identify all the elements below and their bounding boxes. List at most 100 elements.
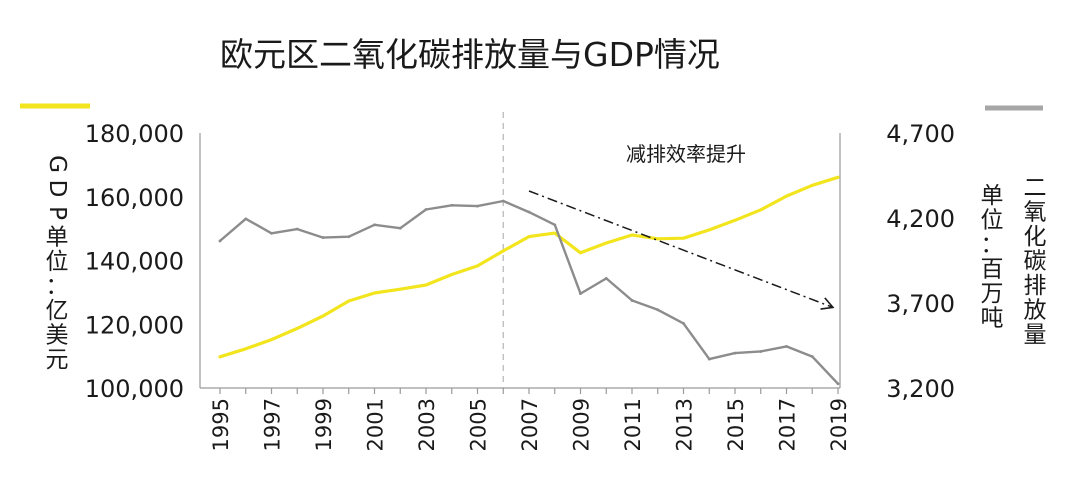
series-point-gdp [759,208,763,212]
series-point-co2 [398,226,402,230]
series-point-gdp [476,264,479,268]
x-tick-label: 2005 [467,398,491,451]
series-point-gdp [553,231,557,235]
series-point-co2 [476,204,479,208]
series-point-co2 [527,210,531,214]
x-tick-label: 2015 [724,398,748,451]
y-right-axis-title-main-char: 碳 [1024,249,1047,275]
series-point-co2 [604,276,608,280]
y-left-tick-label: 180,000 [85,120,184,148]
series-point-co2 [424,208,428,211]
annotation-label: 减排效率提升 [626,142,746,166]
series-point-co2 [501,199,505,203]
series-point-gdp [373,291,376,295]
y-right-axis-title-unit-char: ： [981,232,1004,258]
y-right-tick-label: 4,700 [886,120,955,148]
series-point-gdp [450,273,454,276]
series-point-co2 [836,382,840,386]
series-point-co2 [373,223,376,227]
series-point-co2 [656,308,660,312]
series-point-gdp [707,228,711,232]
x-tick-label: 1997 [261,398,285,451]
series-point-co2 [630,299,634,302]
series-point-co2 [707,357,711,361]
series-point-gdp [656,237,660,241]
series-point-co2 [579,292,582,296]
series-point-gdp [810,183,814,187]
y-left-axis-title-char: G [44,155,70,173]
series-point-gdp [347,299,351,303]
series-point-gdp [501,249,505,253]
y-right-tick-label: 3,700 [886,290,955,318]
series-point-co2 [759,350,763,353]
series-point-co2 [244,217,248,221]
series-point-gdp [785,194,788,198]
series-line-gdp [218,175,840,359]
x-tick-label: 2001 [364,398,388,451]
y-left-axis-title-char: ： [46,274,69,300]
y-left-tick-label: 140,000 [85,248,184,276]
series-point-co2 [553,223,557,227]
series-point-co2 [321,236,325,239]
y-left-tick-label: 160,000 [85,184,184,212]
series-point-gdp [836,175,840,179]
y-right-tick-label: 4,200 [886,205,955,233]
series-point-gdp [579,251,582,255]
y-left-axis-title-char: 元 [46,347,69,373]
y-right-axis-title-main-char: 氧 [1024,200,1047,226]
y-right-axis-title-unit: 单位：百万吨 [981,183,1004,332]
series-point-gdp [527,235,531,238]
y-right-tick-label: 3,200 [886,375,955,403]
series-point-gdp [295,326,299,330]
x-tick-label: 2011 [621,398,645,451]
x-tick-label: 2013 [673,398,697,451]
x-tick-label: 2007 [518,398,542,451]
y-right-axis-title-unit-char: 百 [981,257,1004,283]
y-right-axis-title-main-char: 放 [1024,298,1047,324]
series-point-gdp [630,233,634,237]
y-left-axis-title-char: D [44,180,70,198]
y-left-axis-title-char: P [44,206,70,220]
series-point-gdp [733,218,737,222]
series-point-gdp [270,338,273,341]
series-point-co2 [347,235,351,239]
y-left-tick-label: 100,000 [85,375,184,403]
y-left-axis-title-char: 美 [46,323,69,349]
y-right-axis-title-unit-char: 万 [981,281,1004,307]
efficiency-arrow [528,190,835,310]
x-tick-label: 1995 [209,398,233,451]
y-right-axis-title-main-char: 量 [1024,322,1047,348]
y-left-axis-title-char: 亿 [46,298,69,324]
y-right-axis-title-main-char: 二 [1024,175,1047,201]
series-point-gdp [604,241,608,245]
series-point-co2 [733,351,737,355]
series-point-co2 [810,355,814,358]
series-point-gdp [424,283,428,287]
y-right-axis-title-unit-char: 位 [981,208,1004,234]
series-point-co2 [295,227,299,231]
y-left-axis-title-char: 位 [46,249,69,275]
series-point-gdp [682,236,685,240]
x-tick-label: 1999 [312,398,336,451]
y-right-axis-title-main-char: 化 [1024,224,1047,250]
y-right-axis-title-main-char: 排 [1024,273,1047,299]
y-left-axis-title-char: 单 [46,225,69,251]
series-point-co2 [682,322,685,325]
series-point-gdp [244,347,248,351]
series-point-co2 [270,231,273,235]
series-point-gdp [398,287,402,291]
y-right-axis-title-main: 二氧化碳排放量 [1024,175,1047,348]
x-tick-label: 2017 [776,398,800,451]
x-tick-label: 2009 [570,398,594,451]
y-right-axis-title-unit-char: 吨 [981,306,1004,332]
series-point-co2 [785,344,788,348]
chart-title: 欧元区二氧化碳排放量与GDP情况 [220,35,720,74]
x-tick-label: 2019 [827,398,851,451]
y-left-tick-label: 120,000 [85,311,184,339]
series-point-co2 [218,239,222,243]
series-point-gdp [218,355,222,359]
x-tick-label: 2003 [415,398,439,451]
series-point-gdp [321,314,325,318]
